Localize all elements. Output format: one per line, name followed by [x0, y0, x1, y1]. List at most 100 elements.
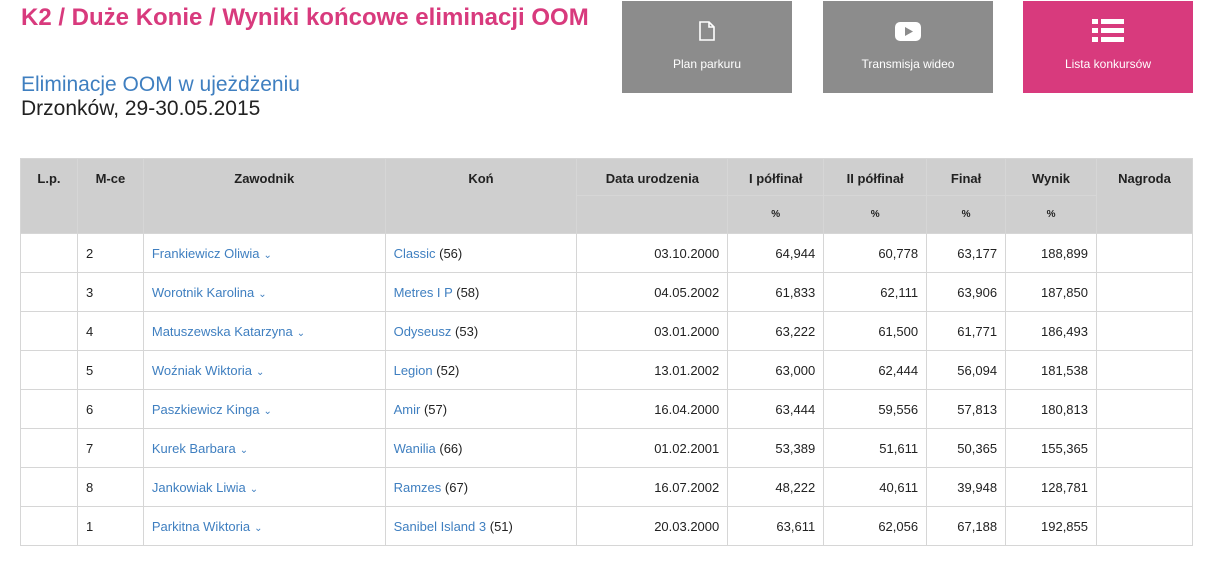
horse-cell: Metres I P (58) — [384, 272, 578, 312]
horse-link[interactable]: Odyseusz — [393, 323, 452, 339]
plan-parkuru-button[interactable]: Plan parkuru — [622, 1, 792, 93]
col-header-zawodnik: Zawodnik — [142, 158, 386, 234]
col-header-wynik: Wynik — [1005, 158, 1097, 196]
semifinal-2-cell: 60,778 — [823, 233, 928, 273]
place-cell: 7 — [76, 428, 144, 468]
chevron-down-icon[interactable]: ⌄ — [249, 483, 259, 495]
rider-link[interactable]: Matuszewska Katarzyna — [151, 323, 293, 339]
horse-link[interactable]: Classic — [393, 245, 436, 261]
rider-link[interactable]: Parkitna Wiktoria — [151, 518, 251, 534]
lista-konkursow-button[interactable]: Lista konkursów — [1023, 1, 1193, 93]
dob-cell: 16.07.2002 — [576, 467, 729, 507]
prize-cell — [1096, 389, 1193, 429]
unit-cell-blank — [576, 195, 729, 234]
transmisja-wideo-button[interactable]: Transmisja wideo — [823, 1, 993, 93]
horse-age: (52) — [436, 362, 460, 378]
final-cell: 61,771 — [926, 311, 1007, 351]
rider-link[interactable]: Woźniak Wiktoria — [151, 362, 253, 378]
chevron-down-icon[interactable]: ⌄ — [296, 327, 306, 339]
dob-cell: 03.01.2000 — [576, 311, 729, 351]
result-cell: 128,781 — [1005, 467, 1097, 507]
chevron-down-icon[interactable]: ⌄ — [239, 444, 249, 456]
lp-cell — [20, 233, 78, 273]
rider-cell: Woźniak Wiktoria ⌄ — [142, 350, 386, 390]
rider-cell: Kurek Barbara ⌄ — [142, 428, 386, 468]
horse-link[interactable]: Legion — [393, 362, 433, 378]
horse-age: (66) — [439, 440, 463, 456]
dob-cell: 04.05.2002 — [576, 272, 729, 312]
horse-cell: Odyseusz (53) — [384, 311, 578, 351]
semifinal-1-cell: 53,389 — [727, 428, 825, 468]
horse-age: (67) — [444, 479, 469, 495]
horse-link[interactable]: Ramzes — [393, 479, 442, 495]
rider-link[interactable]: Kurek Barbara — [151, 440, 236, 456]
horse-cell: Ramzes (67) — [384, 467, 578, 507]
lp-cell — [20, 272, 78, 312]
col-header-data-urodzenia: Data urodzenia — [576, 158, 729, 196]
video-play-icon — [823, 18, 993, 44]
col-header-nagroda: Nagroda — [1096, 158, 1193, 234]
place-cell: 2 — [76, 233, 144, 273]
horse-cell: Legion (52) — [384, 350, 578, 390]
final-cell: 63,906 — [926, 272, 1007, 312]
event-location-date: Drzonków, 29-30.05.2015 — [21, 97, 261, 120]
chevron-down-icon[interactable]: ⌄ — [263, 405, 272, 417]
semifinal-1-cell: 63,444 — [727, 389, 825, 429]
place-cell: 3 — [76, 272, 144, 312]
dob-cell: 20.03.2000 — [576, 506, 729, 546]
rider-cell: Worotnik Karolina ⌄ — [142, 272, 386, 312]
rider-link[interactable]: Jankowiak Liwia — [151, 479, 246, 495]
chevron-down-icon[interactable]: ⌄ — [254, 522, 263, 534]
place-cell: 5 — [76, 350, 144, 390]
horse-age: (53) — [455, 323, 479, 339]
horse-link[interactable]: Wanilia — [393, 440, 436, 456]
semifinal-2-cell: 40,611 — [823, 467, 928, 507]
table-row: 4 Matuszewska Katarzyna ⌄ Odyseusz (53) 03.0… — [20, 311, 1193, 351]
chevron-down-icon[interactable]: ⌄ — [256, 366, 265, 378]
rider-link[interactable]: Frankiewicz Oliwia — [151, 245, 260, 261]
rider-link[interactable]: Paszkiewicz Kinga — [151, 401, 260, 417]
prize-cell — [1096, 272, 1193, 312]
document-icon — [622, 18, 792, 44]
semifinal-2-cell: 51,611 — [823, 428, 928, 468]
col-header-kon: Koń — [384, 158, 578, 234]
rider-cell: Jankowiak Liwia ⌄ — [142, 467, 386, 507]
unit-label: % — [1005, 195, 1097, 234]
semifinal-1-cell: 63,222 — [727, 311, 825, 351]
semifinal-2-cell: 59,556 — [823, 389, 928, 429]
horse-link[interactable]: Metres I P — [393, 284, 453, 300]
col-header-final: Finał — [926, 158, 1007, 196]
horse-age: (58) — [456, 284, 480, 300]
horse-cell: Sanibel Island 3 (51) — [384, 506, 578, 546]
table-row: 6 Paszkiewicz Kinga ⌄ Amir (57) 16.04.2000 63… — [20, 389, 1193, 429]
place-cell: 6 — [76, 389, 144, 429]
unit-label: % — [926, 195, 1007, 234]
lista-konkursow-label: Lista konkursów — [1064, 57, 1152, 71]
col-header-polfinal-2: II półfinał — [823, 158, 928, 196]
semifinal-2-cell: 61,500 — [823, 311, 928, 351]
col-header-polfinal-1: I półfinał — [727, 158, 825, 196]
semifinal-2-cell: 62,444 — [823, 350, 928, 390]
semifinal-1-cell: 48,222 — [727, 467, 825, 507]
horse-cell: Amir (57) — [384, 389, 578, 429]
prize-cell — [1096, 428, 1193, 468]
final-cell: 56,094 — [926, 350, 1007, 390]
horse-cell: Classic (56) — [384, 233, 578, 273]
table-row: 1 Parkitna Wiktoria ⌄ Sanibel Island 3 (51)… — [20, 506, 1193, 546]
prize-cell — [1096, 233, 1193, 273]
horse-link[interactable]: Amir — [393, 401, 421, 417]
col-header-lp: L.p. — [20, 158, 78, 234]
result-cell: 188,899 — [1005, 233, 1097, 273]
lp-cell — [20, 311, 78, 351]
horse-cell: Wanilia (66) — [384, 428, 578, 468]
final-cell: 63,177 — [926, 233, 1007, 273]
horse-age: (51) — [489, 518, 513, 534]
plan-parkuru-label: Plan parkuru — [672, 57, 742, 71]
transmisja-wideo-label: Transmisja wideo — [861, 57, 955, 71]
dob-cell: 03.10.2000 — [576, 233, 729, 273]
chevron-down-icon[interactable]: ⌄ — [263, 249, 272, 261]
chevron-down-icon[interactable]: ⌄ — [258, 288, 267, 300]
rider-link[interactable]: Worotnik Karolina — [151, 284, 255, 300]
horse-link[interactable]: Sanibel Island 3 — [393, 518, 487, 534]
table-row: 2 Frankiewicz Oliwia ⌄ Classic (56) 03.10.20… — [20, 233, 1193, 273]
